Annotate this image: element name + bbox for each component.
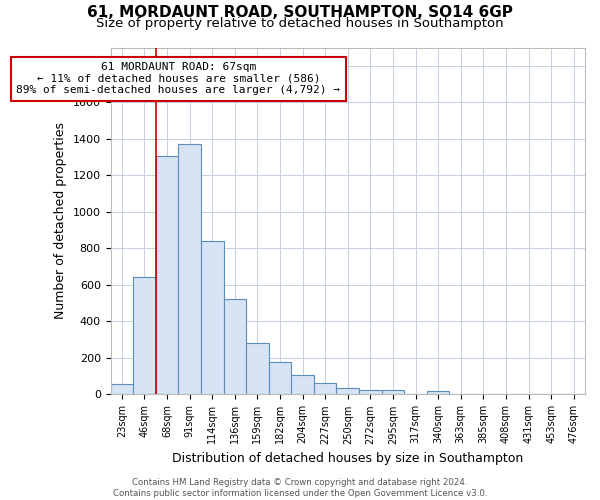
Bar xyxy=(337,388,359,394)
Bar xyxy=(292,376,314,394)
Text: 61 MORDAUNT ROAD: 67sqm
← 11% of detached houses are smaller (586)
89% of semi-d: 61 MORDAUNT ROAD: 67sqm ← 11% of detache… xyxy=(16,62,340,96)
Bar xyxy=(269,362,292,394)
Bar xyxy=(359,390,382,394)
Bar xyxy=(382,390,404,394)
Text: Contains HM Land Registry data © Crown copyright and database right 2024.
Contai: Contains HM Land Registry data © Crown c… xyxy=(113,478,487,498)
Text: Size of property relative to detached houses in Southampton: Size of property relative to detached ho… xyxy=(96,18,504,30)
Bar xyxy=(156,156,178,394)
X-axis label: Distribution of detached houses by size in Southampton: Distribution of detached houses by size … xyxy=(172,452,523,465)
Bar xyxy=(427,391,449,394)
Bar xyxy=(314,382,337,394)
Y-axis label: Number of detached properties: Number of detached properties xyxy=(54,122,67,320)
Bar xyxy=(201,241,224,394)
Bar xyxy=(178,144,201,394)
Bar xyxy=(246,344,269,394)
Bar xyxy=(110,384,133,394)
Text: 61, MORDAUNT ROAD, SOUTHAMPTON, SO14 6GP: 61, MORDAUNT ROAD, SOUTHAMPTON, SO14 6GP xyxy=(87,5,513,20)
Bar xyxy=(224,300,246,394)
Bar xyxy=(133,276,156,394)
